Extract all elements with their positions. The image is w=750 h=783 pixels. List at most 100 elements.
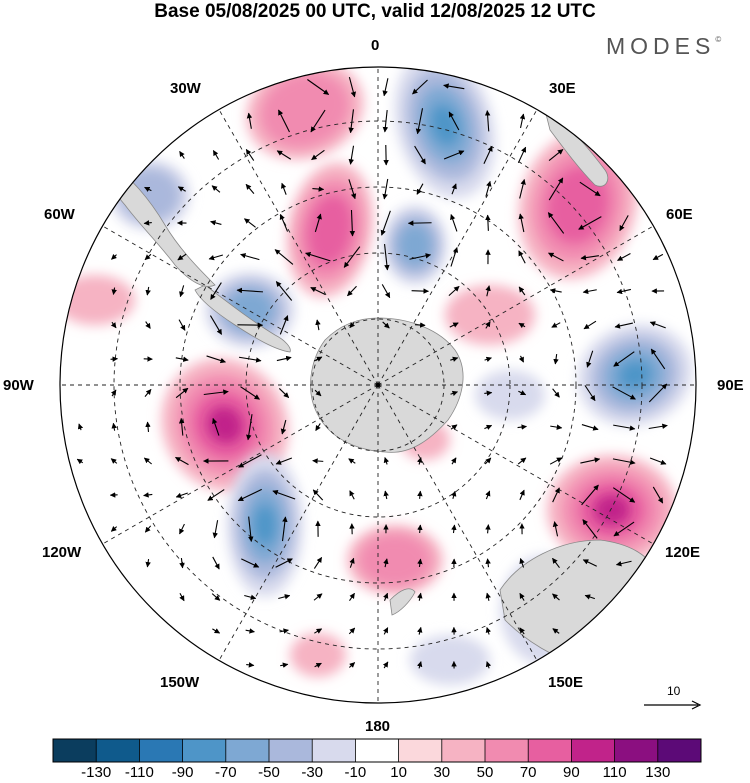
wind-arrow <box>145 286 151 296</box>
lon-label-90e: 90E <box>717 377 744 394</box>
wind-arrow <box>518 286 526 296</box>
wind-arrow <box>519 113 526 129</box>
wind-arrow <box>244 594 257 600</box>
wind-arrow <box>207 489 225 501</box>
wind-arrow <box>450 246 459 267</box>
wind-arrow <box>206 355 226 364</box>
wind-arrow <box>177 186 186 192</box>
wind-arrow <box>348 145 355 165</box>
wind-arrow <box>443 83 465 90</box>
wind-arrow <box>650 348 666 370</box>
wind-arrow <box>548 252 564 262</box>
wind-arrow <box>484 356 492 363</box>
wind-arrow <box>384 244 390 271</box>
wind-arrow <box>313 556 323 569</box>
lon-label-150e: 150E <box>548 674 584 691</box>
wind-arrow <box>110 458 118 464</box>
wind-arrow <box>582 559 597 567</box>
wind-arrow <box>450 214 458 232</box>
wind-arrow <box>240 386 260 400</box>
map-disk-border <box>59 66 697 704</box>
colorbar-tick-label: 30 <box>433 764 451 781</box>
wind-arrow <box>485 321 491 329</box>
colorbar-tick-label: -110 <box>124 764 154 781</box>
wind-arrow <box>450 356 459 362</box>
wind-arrow <box>652 486 664 504</box>
wind-arrow <box>143 220 152 226</box>
wind-arrow <box>615 560 632 567</box>
colorbar-tick-label: 90 <box>563 764 580 781</box>
wind-arrow <box>380 210 391 236</box>
wind-arrow <box>382 178 389 200</box>
wind-arrow <box>518 213 525 233</box>
wind-arrow <box>584 594 596 600</box>
wind-arrow <box>212 150 220 160</box>
wind-arrow <box>278 594 291 600</box>
wind-arrow <box>145 321 151 329</box>
wind-arrow <box>347 285 357 297</box>
wind-arrow <box>210 282 222 300</box>
wind-arrow <box>582 519 598 539</box>
wind-arrow <box>241 558 260 568</box>
wind-arrow <box>211 593 221 601</box>
wind-arrow <box>209 315 223 335</box>
wind-arrow <box>552 487 560 503</box>
wind-arrow <box>548 149 564 161</box>
wind-arrow <box>517 146 527 164</box>
wind-arrow <box>381 284 391 299</box>
meridian-line <box>377 384 538 661</box>
wind-arrow <box>613 351 635 367</box>
wind-arrow <box>547 212 565 234</box>
colorbar-swatch <box>53 739 97 762</box>
wind-arrow <box>276 355 292 362</box>
wind-arrow <box>519 178 526 199</box>
colorbar-swatch <box>225 739 270 762</box>
wind-arrow <box>417 490 423 499</box>
wind-arrow <box>407 220 432 226</box>
wind-arrow <box>552 388 560 398</box>
wind-arrow <box>311 149 325 161</box>
wind-arrow <box>144 525 152 533</box>
wind-arrow <box>144 186 152 192</box>
wind-arrow <box>240 253 260 261</box>
wind-arrow <box>145 421 151 433</box>
lon-label-0: 0 <box>371 37 380 54</box>
wind-arrow <box>580 457 601 464</box>
wind-arrow <box>484 390 493 396</box>
wind-arrow <box>485 626 492 635</box>
latitude-circle <box>179 186 577 584</box>
wind-arrow <box>485 180 492 197</box>
wind-arrow <box>648 383 668 403</box>
wind-arrow <box>552 593 560 601</box>
wind-arrow <box>279 213 289 232</box>
wind-arrow <box>549 457 563 465</box>
wind-arrow <box>414 322 426 328</box>
colorbar-tick-label: 50 <box>476 764 494 781</box>
wind-arrow <box>278 388 290 398</box>
wind-arrow <box>552 628 560 634</box>
wind-arrow <box>417 558 423 568</box>
wind-arrow <box>349 557 355 568</box>
wind-arrow <box>450 390 458 397</box>
colorbar-swatch <box>139 739 184 762</box>
wind-arrow <box>245 183 255 195</box>
wind-arrow <box>246 414 253 441</box>
wind-arrow <box>613 424 636 431</box>
wind-arrow <box>274 249 294 265</box>
wind-arrow <box>237 488 262 502</box>
wind-arrow <box>348 458 356 464</box>
wind-arrow <box>177 253 187 261</box>
lon-label-90w: 90W <box>3 377 34 394</box>
wind-arrow <box>417 456 423 465</box>
colorbar-tick-label: -90 <box>171 764 194 781</box>
wind-arrow <box>212 520 219 539</box>
wind-arrow <box>485 490 491 500</box>
colorbar-tick-label: -70 <box>214 764 237 781</box>
wind-arrow <box>348 662 356 668</box>
wind-arrow <box>417 592 423 601</box>
wind-arrow <box>179 285 185 298</box>
wind-arrow <box>417 626 423 635</box>
wind-arrow <box>280 419 287 435</box>
wind-arrow <box>178 319 186 331</box>
